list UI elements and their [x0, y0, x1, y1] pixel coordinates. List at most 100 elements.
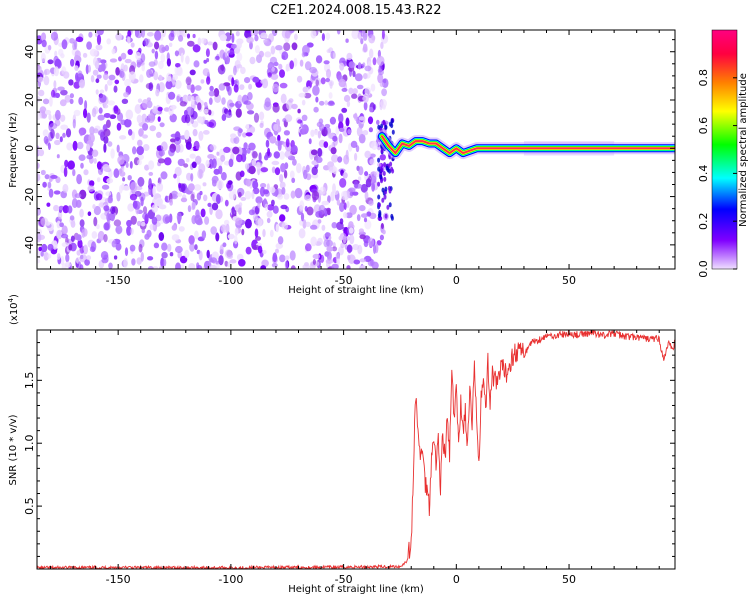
- noise-cell: [194, 184, 202, 191]
- noise-cell: [100, 62, 106, 72]
- noise-cell: [284, 30, 291, 39]
- noise-cell: [179, 255, 188, 264]
- noise-cell: [76, 141, 84, 150]
- noise-cell: [281, 187, 286, 195]
- noise-cell: [132, 146, 137, 155]
- noise-cell: [96, 161, 102, 170]
- noise-cell: [127, 36, 131, 44]
- noise-cell: [229, 259, 237, 264]
- noise-cell: [81, 228, 86, 238]
- noise-cell: [378, 210, 382, 215]
- noise-cell: [272, 103, 280, 113]
- noise-cell: [107, 79, 113, 86]
- noise-cell: [332, 190, 339, 196]
- noise-cell: [367, 237, 375, 247]
- noise-cell: [132, 200, 138, 209]
- noise-cell: [103, 222, 110, 231]
- noise-region: [37, 30, 395, 269]
- y-axis-ticks: 0.5 1.0 1.5: [23, 342, 675, 557]
- noise-cell: [264, 51, 272, 58]
- noise-cell: [149, 125, 156, 132]
- noise-cell: [203, 101, 208, 107]
- noise-cell: [353, 113, 358, 119]
- noise-cell: [291, 42, 298, 51]
- noise-cell: [67, 205, 73, 214]
- noise-cell: [180, 52, 184, 63]
- noise-cell: [108, 169, 113, 179]
- noise-cell: [193, 111, 197, 120]
- noise-cell: [96, 177, 101, 183]
- noise-cell: [183, 163, 189, 168]
- noise-cell: [370, 141, 378, 150]
- noise-cell: [144, 164, 150, 171]
- noise-cell: [110, 148, 115, 159]
- noise-cell: [253, 30, 259, 37]
- noise-cell: [140, 251, 144, 262]
- noise-cell: [128, 129, 133, 136]
- noise-cell: [142, 212, 150, 220]
- noise-cell: [211, 202, 219, 211]
- noise-cell: [37, 207, 41, 216]
- noise-cell: [196, 265, 203, 269]
- noise-cell: [160, 53, 166, 63]
- noise-cell: [233, 84, 239, 93]
- noise-cell: [53, 66, 60, 77]
- noise-cell: [208, 97, 213, 105]
- noise-cell: [310, 224, 318, 230]
- noise-cell: [274, 167, 281, 176]
- noise-cell: [230, 133, 237, 139]
- noise-cell: [206, 249, 210, 259]
- noise-cell: [348, 221, 354, 229]
- noise-cell: [369, 106, 374, 113]
- noise-cell: [230, 43, 237, 49]
- noise-cell: [157, 116, 161, 122]
- colorbar-tick-label: 0.8: [697, 69, 710, 87]
- noise-cell: [343, 212, 348, 219]
- noise-cell: [271, 66, 275, 72]
- noise-cell: [378, 202, 381, 208]
- noise-cell: [323, 239, 330, 248]
- noise-cell: [303, 92, 312, 99]
- noise-cell: [279, 151, 285, 160]
- noise-cell: [127, 30, 132, 38]
- noise-cell: [203, 194, 208, 202]
- noise-cell: [207, 154, 215, 159]
- noise-cell: [93, 216, 98, 227]
- noise-cell: [140, 221, 146, 227]
- noise-cell: [192, 128, 198, 137]
- noise-cell: [119, 135, 127, 140]
- noise-cell: [239, 170, 245, 178]
- noise-cell: [376, 119, 380, 125]
- noise-cell: [89, 48, 98, 57]
- noise-cell: [321, 224, 326, 231]
- noise-cell: [235, 31, 240, 37]
- noise-cell: [224, 199, 229, 207]
- noise-cell: [54, 50, 58, 58]
- noise-cell: [306, 206, 314, 216]
- top-xtick-label: 50: [562, 274, 576, 287]
- noise-cell: [242, 132, 247, 138]
- noise-cell: [381, 30, 385, 40]
- noise-cell: [77, 70, 83, 78]
- noise-cell: [106, 212, 111, 222]
- noise-cell: [136, 61, 141, 68]
- noise-cell: [88, 133, 95, 144]
- noise-cell: [249, 126, 256, 133]
- noise-cell: [131, 258, 136, 266]
- noise-cell: [72, 140, 78, 151]
- noise-cell: [264, 41, 271, 47]
- noise-cell: [228, 158, 234, 168]
- noise-cell: [373, 244, 377, 254]
- bottom-xtick-label: 0: [453, 573, 460, 586]
- y-axis-ticks: -40 -20 0 20 40: [23, 39, 675, 270]
- noise-cell: [48, 113, 52, 121]
- noise-cell: [151, 216, 158, 225]
- noise-cell: [83, 169, 89, 176]
- noise-cell: [157, 158, 165, 164]
- noise-cell: [231, 206, 235, 216]
- noise-cell: [116, 144, 120, 153]
- noise-cell: [380, 41, 384, 50]
- noise-cell: [69, 215, 75, 221]
- noise-cell: [368, 200, 374, 206]
- noise-cell: [137, 154, 145, 161]
